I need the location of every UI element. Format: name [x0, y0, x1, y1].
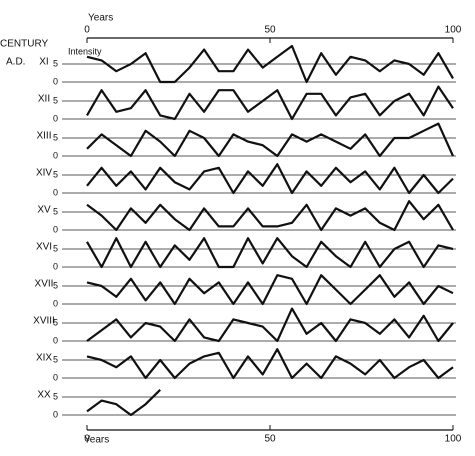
y-tick-label: 0: [53, 113, 58, 123]
row-label: XIII: [36, 131, 51, 142]
x-tick-label-bottom: 100: [445, 434, 462, 445]
y-tick-label: 0: [53, 187, 58, 197]
x-tick-label-bottom: 0: [84, 434, 90, 445]
row-label: XV: [37, 205, 51, 216]
x-axis-label-top: Years: [88, 13, 113, 24]
x-tick-label-top: 100: [445, 25, 462, 36]
y-tick-label: 0: [53, 298, 58, 308]
series-line: [86, 389, 161, 417]
series-line: [86, 163, 454, 195]
y-tick-label: 0: [53, 224, 58, 234]
y-tick-label: 5: [53, 391, 58, 401]
y-tick-label: 5: [53, 132, 58, 142]
subheader: A.D.: [6, 57, 25, 68]
row-label: XVI: [36, 242, 52, 253]
y-tick-label: 0: [53, 335, 58, 345]
x-tick-label-top: 0: [84, 25, 90, 36]
series-line: [86, 348, 454, 380]
series-line: [86, 122, 455, 158]
y-tick-label: 5: [53, 243, 58, 253]
row-label: XII: [38, 94, 50, 105]
row-label: XIV: [36, 168, 52, 179]
y-tick-label: 5: [53, 206, 58, 216]
y-tick-label: 5: [53, 58, 58, 68]
y-tick-label: 5: [53, 95, 58, 105]
series-line: [86, 274, 454, 306]
row-label: XI: [39, 57, 48, 68]
series-line: [86, 237, 454, 269]
x-tick-label-bottom: 50: [264, 434, 276, 445]
y-tick-label: 5: [53, 169, 58, 179]
y-tick-label: 0: [53, 409, 58, 419]
y-tick-label: 0: [53, 261, 58, 271]
x-tick-label-top: 50: [264, 25, 276, 36]
row-label: XVII: [35, 279, 54, 290]
row-label: XIX: [36, 353, 52, 364]
series-line: [86, 44, 454, 84]
y-axis-label: Intensity: [68, 46, 102, 56]
y-tick-label: 0: [53, 150, 58, 160]
row-label: XX: [37, 390, 51, 401]
series-line: [86, 85, 454, 121]
row-label: XVIII: [33, 316, 55, 327]
series-line: [86, 307, 454, 343]
y-tick-label: 5: [53, 280, 58, 290]
y-tick-label: 5: [53, 317, 58, 327]
header: CENTURY: [0, 39, 48, 50]
x-axis-label-bottom: Years: [84, 435, 109, 446]
y-tick-label: 0: [53, 76, 58, 86]
y-tick-label: 0: [53, 372, 58, 382]
y-tick-label: 5: [53, 354, 58, 364]
series-line: [86, 200, 454, 232]
